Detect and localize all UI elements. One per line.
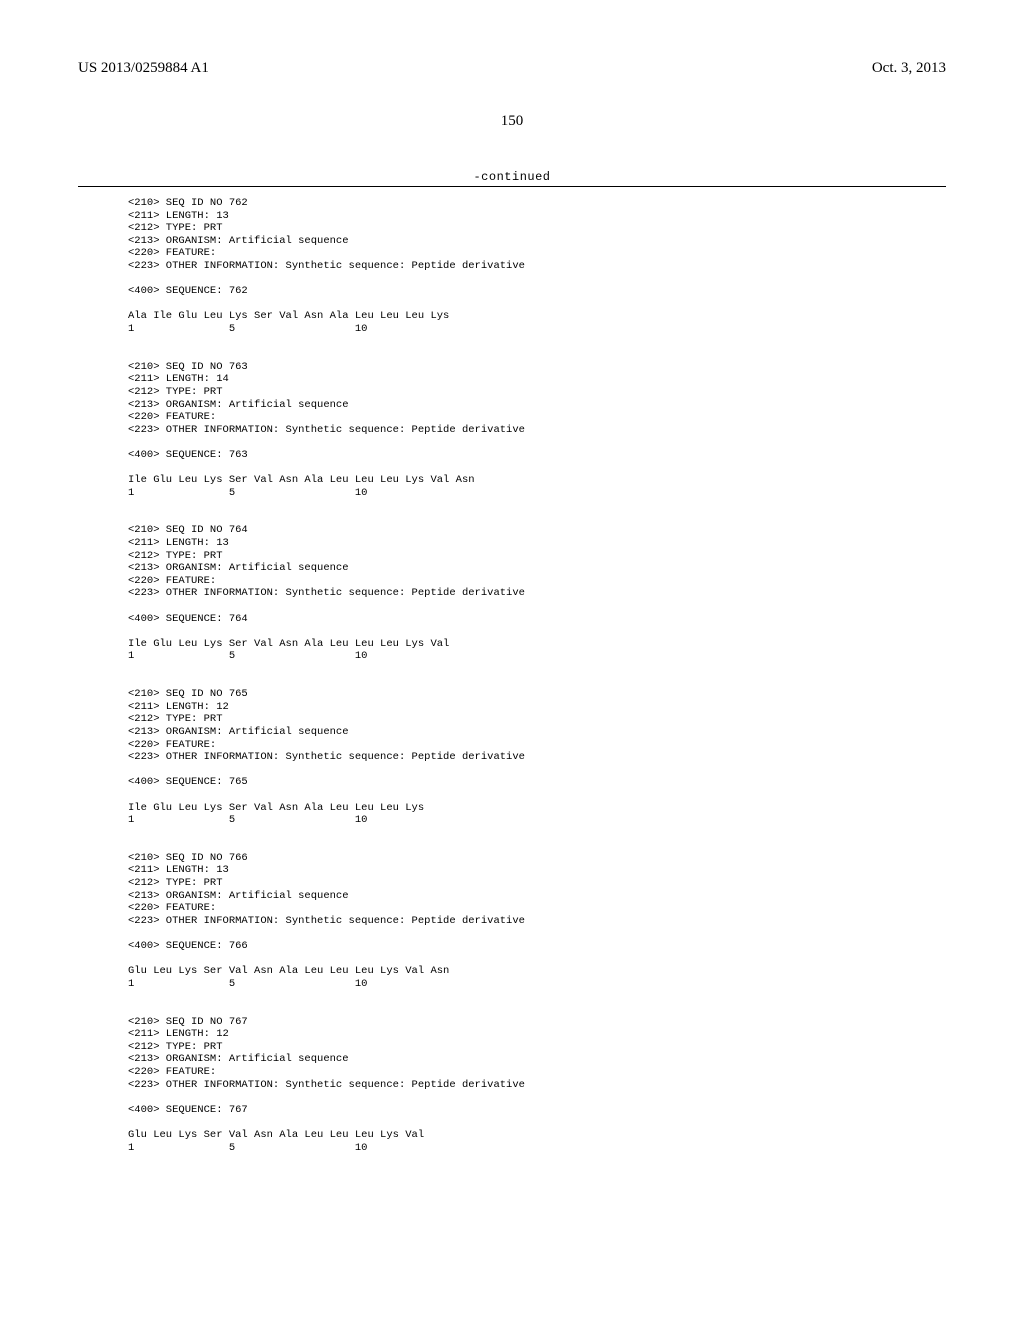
sequence-listing: <210> SEQ ID NO 762 <211> LENGTH: 13 <21… [0, 187, 1024, 1154]
continued-label: -continued [0, 170, 1024, 184]
publication-number: US 2013/0259884 A1 [78, 60, 209, 77]
publication-date: Oct. 3, 2013 [872, 60, 946, 77]
page-number: 150 [0, 113, 1024, 130]
page-header: US 2013/0259884 A1 Oct. 3, 2013 [0, 0, 1024, 85]
